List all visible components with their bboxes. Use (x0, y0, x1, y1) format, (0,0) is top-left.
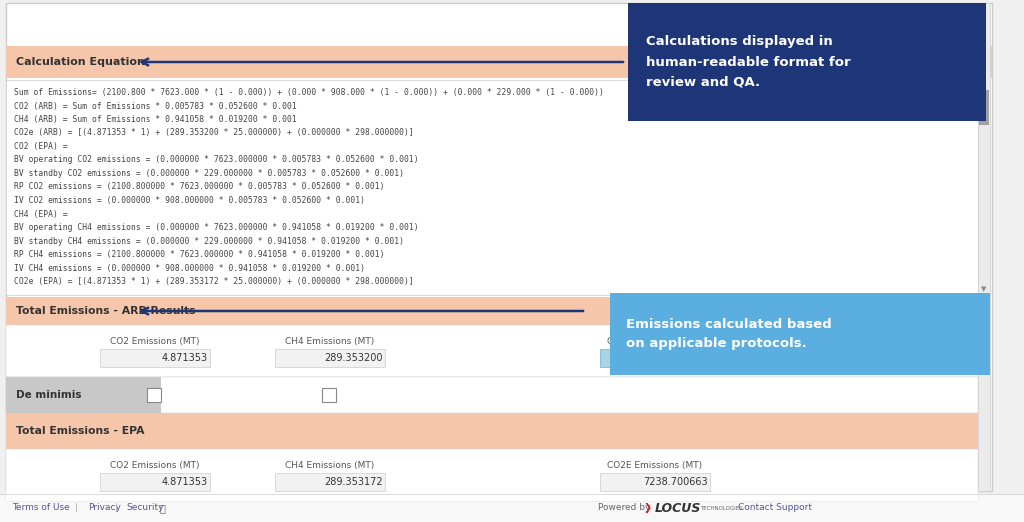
Text: BV operating CO2 emissions = (0.000000 * 7623.000000 * 0.005783 * 0.052600 * 0.0: BV operating CO2 emissions = (0.000000 *… (14, 156, 419, 164)
Text: CH4 Emissions (MT): CH4 Emissions (MT) (286, 337, 375, 346)
Text: Calculation Equation: Calculation Equation (16, 57, 144, 67)
Text: 4.871353: 4.871353 (162, 353, 208, 363)
Bar (6, 449, 978, 501)
Text: ▼: ▼ (981, 308, 987, 314)
Text: CO2E Emissions (MT): CO2E Emissions (MT) (607, 461, 702, 470)
Bar (978, 3, 990, 491)
Text: |: | (75, 504, 78, 513)
Text: CO2 (EPA) =: CO2 (EPA) = (14, 142, 68, 151)
Text: Powered by: Powered by (598, 504, 650, 513)
Bar (6, 297, 978, 325)
Text: CO2e (ARB) = [(4.871353 * 1) + (289.353200 * 25.000000) + (0.000000 * 298.000000: CO2e (ARB) = [(4.871353 * 1) + (289.3532… (14, 128, 414, 137)
Bar (147, 388, 161, 402)
Text: RP CO2 emissions = (2100.800000 * 7623.000000 * 0.005783 * 0.052600 * 0.001): RP CO2 emissions = (2100.800000 * 7623.0… (14, 183, 384, 192)
Text: BV standby CO2 emissions = (0.000000 * 229.000000 * 0.005783 * 0.052600 * 0.001): BV standby CO2 emissions = (0.000000 * 2… (14, 169, 404, 178)
Bar (610, 293, 990, 375)
Text: 289.353200: 289.353200 (325, 353, 383, 363)
Text: CH4 (ARB) = Sum of Emissions * 0.941058 * 0.019200 * 0.001: CH4 (ARB) = Sum of Emissions * 0.941058 … (14, 115, 297, 124)
Text: CO2e (EPA) = [(4.871353 * 1) + (289.353172 * 25.000000) + (0.000000 * 298.000000: CO2e (EPA) = [(4.871353 * 1) + (289.3531… (14, 277, 414, 286)
Text: Sum of Emissions= (2100.800 * 7623.000 * (1 - 0.000)) + (0.000 * 908.000 * (1 - : Sum of Emissions= (2100.800 * 7623.000 *… (14, 88, 604, 97)
Bar (6, 377, 161, 413)
Text: Contact Support: Contact Support (738, 504, 812, 513)
Text: 7238.700663: 7238.700663 (643, 477, 708, 487)
Bar (275, 349, 385, 367)
Bar (322, 388, 336, 402)
Text: 7238.701353: 7238.701353 (643, 353, 708, 363)
Text: RP CH4 emissions = (2100.800000 * 7623.000000 * 0.941058 * 0.019200 * 0.001): RP CH4 emissions = (2100.800000 * 7623.0… (14, 250, 384, 259)
Text: CO2 Emissions (MT): CO2 Emissions (MT) (111, 337, 200, 346)
Bar (275, 473, 385, 491)
Bar (6, 491, 978, 501)
Text: CO2 (ARB) = Sum of Emissions * 0.005783 * 0.052600 * 0.001: CO2 (ARB) = Sum of Emissions * 0.005783 … (14, 101, 297, 111)
Text: Emissions calculated based
on applicable protocols.: Emissions calculated based on applicable… (626, 317, 831, 350)
Bar (979, 90, 989, 125)
Bar (6, 325, 978, 377)
Text: CO2e Emissions (MT): CO2e Emissions (MT) (607, 337, 702, 346)
Text: IV CH4 emissions = (0.000000 * 908.000000 * 0.941058 * 0.019200 * 0.001): IV CH4 emissions = (0.000000 * 908.00000… (14, 264, 365, 272)
Text: CH4 (EPA) =: CH4 (EPA) = (14, 209, 68, 219)
Bar (628, 3, 986, 121)
Bar (6, 46, 992, 78)
Text: 4.871353: 4.871353 (162, 477, 208, 487)
Text: 289.353172: 289.353172 (325, 477, 383, 487)
Text: CH4 Emissions (MT): CH4 Emissions (MT) (286, 461, 375, 470)
Text: BV standby CH4 emissions = (0.000000 * 229.000000 * 0.941058 * 0.019200 * 0.001): BV standby CH4 emissions = (0.000000 * 2… (14, 236, 404, 245)
Text: Terms of Use: Terms of Use (12, 504, 70, 513)
Bar (0, 494, 1024, 522)
Text: Total Emissions - EPA: Total Emissions - EPA (16, 426, 144, 436)
Bar (600, 473, 710, 491)
Text: CO2 Emissions (MT): CO2 Emissions (MT) (111, 461, 200, 470)
Bar (100, 349, 210, 367)
Text: ▼: ▼ (981, 286, 987, 292)
Bar (100, 473, 210, 491)
Text: |: | (115, 504, 118, 513)
Text: Total Emissions - ARB Results: Total Emissions - ARB Results (16, 306, 196, 316)
Text: Privacy: Privacy (88, 504, 121, 513)
Text: ❯: ❯ (644, 503, 652, 513)
Text: LOCUS: LOCUS (655, 502, 701, 515)
Bar (6, 413, 978, 449)
Bar (6, 80, 978, 295)
Bar (600, 349, 710, 367)
Text: BV operating CH4 emissions = (0.000000 * 7623.000000 * 0.941058 * 0.019200 * 0.0: BV operating CH4 emissions = (0.000000 *… (14, 223, 419, 232)
Text: Calculations displayed in
human-readable format for
review and QA.: Calculations displayed in human-readable… (646, 35, 851, 89)
Text: TECHNOLOGIES: TECHNOLOGIES (700, 505, 742, 511)
Text: IV CO2 emissions = (0.000000 * 908.000000 * 0.005783 * 0.052600 * 0.001): IV CO2 emissions = (0.000000 * 908.00000… (14, 196, 365, 205)
Text: Security: Security (126, 504, 164, 513)
Bar (6, 377, 978, 413)
Text: De minimis: De minimis (16, 390, 82, 400)
Text: 🛡: 🛡 (159, 503, 165, 513)
